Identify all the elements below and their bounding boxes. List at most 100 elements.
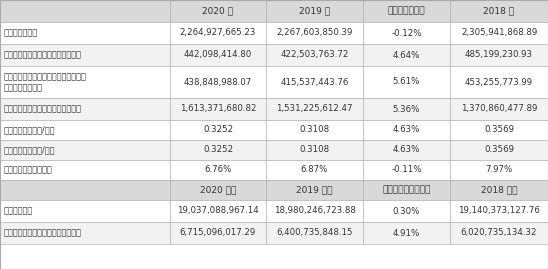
Bar xyxy=(450,98,548,120)
Text: 0.3108: 0.3108 xyxy=(299,126,329,134)
Text: 6,715,096,017.29: 6,715,096,017.29 xyxy=(180,228,256,238)
Bar xyxy=(363,22,450,44)
Bar xyxy=(170,140,266,160)
Text: 18,980,246,723.88: 18,980,246,723.88 xyxy=(273,207,356,215)
Text: 2019 年末: 2019 年末 xyxy=(296,186,333,194)
Text: 2020 年: 2020 年 xyxy=(203,6,233,16)
Text: 2,267,603,850.39: 2,267,603,850.39 xyxy=(276,29,353,37)
Bar xyxy=(266,66,363,98)
Bar xyxy=(0,44,170,66)
Bar xyxy=(0,0,170,22)
Text: 基本每股收益（元/股）: 基本每股收益（元/股） xyxy=(4,126,55,134)
Text: 4.63%: 4.63% xyxy=(393,146,420,154)
Text: -0.12%: -0.12% xyxy=(391,29,422,37)
Bar xyxy=(0,140,170,160)
Text: 5.36%: 5.36% xyxy=(393,104,420,114)
Bar xyxy=(363,160,450,180)
Text: 1,370,860,477.89: 1,370,860,477.89 xyxy=(461,104,537,114)
Bar xyxy=(266,120,363,140)
Bar xyxy=(450,140,548,160)
Text: 稀释每股收益（元/股）: 稀释每股收益（元/股） xyxy=(4,146,55,154)
Bar xyxy=(363,222,450,244)
Text: 438,848,988.07: 438,848,988.07 xyxy=(184,77,252,87)
Bar xyxy=(450,222,548,244)
Bar xyxy=(170,44,266,66)
Bar xyxy=(170,120,266,140)
Text: 422,503,763.72: 422,503,763.72 xyxy=(281,51,349,59)
Bar xyxy=(450,200,548,222)
Bar xyxy=(450,160,548,180)
Text: 2,264,927,665.23: 2,264,927,665.23 xyxy=(180,29,256,37)
Bar xyxy=(0,180,170,200)
Bar xyxy=(170,22,266,44)
Bar xyxy=(0,160,170,180)
Text: 营业收入（元）: 营业收入（元） xyxy=(4,29,38,37)
Text: 6,400,735,848.15: 6,400,735,848.15 xyxy=(276,228,353,238)
Bar xyxy=(266,180,363,200)
Text: 0.3569: 0.3569 xyxy=(484,126,514,134)
Bar xyxy=(170,160,266,180)
Text: 453,255,773.99: 453,255,773.99 xyxy=(465,77,533,87)
Bar xyxy=(363,0,450,22)
Bar xyxy=(0,200,170,222)
Bar xyxy=(0,22,170,44)
Bar xyxy=(170,222,266,244)
Bar xyxy=(363,44,450,66)
Text: 经营活动产生的现金流量净额（元）: 经营活动产生的现金流量净额（元） xyxy=(4,104,82,114)
Bar xyxy=(0,66,170,98)
Text: 1,613,371,680.82: 1,613,371,680.82 xyxy=(180,104,256,114)
Bar xyxy=(266,44,363,66)
Bar xyxy=(266,22,363,44)
Text: 0.3108: 0.3108 xyxy=(299,146,329,154)
Bar xyxy=(266,200,363,222)
Bar xyxy=(170,0,266,22)
Bar xyxy=(363,200,450,222)
Text: 6.76%: 6.76% xyxy=(204,165,232,175)
Text: 19,037,088,967.14: 19,037,088,967.14 xyxy=(177,207,259,215)
Text: 归属于上市公司股东的扣除非经常性损
益的净利润（元）: 归属于上市公司股东的扣除非经常性损 益的净利润（元） xyxy=(4,72,87,92)
Text: 加权平均净资产收益率: 加权平均净资产收益率 xyxy=(4,165,53,175)
Text: 2018 年: 2018 年 xyxy=(483,6,515,16)
Bar xyxy=(450,66,548,98)
Bar xyxy=(266,140,363,160)
Text: 7.97%: 7.97% xyxy=(486,165,512,175)
Text: -0.11%: -0.11% xyxy=(391,165,422,175)
Text: 485,199,230.93: 485,199,230.93 xyxy=(465,51,533,59)
Bar xyxy=(266,222,363,244)
Text: 442,098,414.80: 442,098,414.80 xyxy=(184,51,252,59)
Bar xyxy=(170,200,266,222)
Bar xyxy=(266,160,363,180)
Text: 415,537,443.76: 415,537,443.76 xyxy=(281,77,349,87)
Text: 归属于上市公司股东的净资产（元）: 归属于上市公司股东的净资产（元） xyxy=(4,228,82,238)
Bar xyxy=(363,66,450,98)
Text: 1,531,225,612.47: 1,531,225,612.47 xyxy=(276,104,353,114)
Bar xyxy=(450,22,548,44)
Bar xyxy=(0,222,170,244)
Text: 4.91%: 4.91% xyxy=(393,228,420,238)
Bar xyxy=(450,44,548,66)
Text: 0.3569: 0.3569 xyxy=(484,146,514,154)
Bar xyxy=(450,180,548,200)
Text: 本年比上年增减: 本年比上年增减 xyxy=(387,6,425,16)
Text: 6,020,735,134.32: 6,020,735,134.32 xyxy=(461,228,537,238)
Bar xyxy=(0,120,170,140)
Bar xyxy=(363,180,450,200)
Bar xyxy=(170,180,266,200)
Text: 6.87%: 6.87% xyxy=(301,165,328,175)
Bar xyxy=(266,0,363,22)
Bar xyxy=(363,98,450,120)
Text: 19,140,373,127.76: 19,140,373,127.76 xyxy=(458,207,540,215)
Text: 归属于上市公司股东的净利润（元）: 归属于上市公司股东的净利润（元） xyxy=(4,51,82,59)
Bar xyxy=(170,98,266,120)
Bar xyxy=(266,98,363,120)
Text: 4.63%: 4.63% xyxy=(393,126,420,134)
Text: 4.64%: 4.64% xyxy=(393,51,420,59)
Text: 5.61%: 5.61% xyxy=(393,77,420,87)
Text: 0.3252: 0.3252 xyxy=(203,126,233,134)
Bar xyxy=(450,120,548,140)
Bar xyxy=(363,120,450,140)
Text: 2,305,941,868.89: 2,305,941,868.89 xyxy=(461,29,537,37)
Text: 总资产（元）: 总资产（元） xyxy=(4,207,33,215)
Text: 本年末比上年末增减: 本年末比上年末增减 xyxy=(383,186,431,194)
Text: 0.3252: 0.3252 xyxy=(203,146,233,154)
